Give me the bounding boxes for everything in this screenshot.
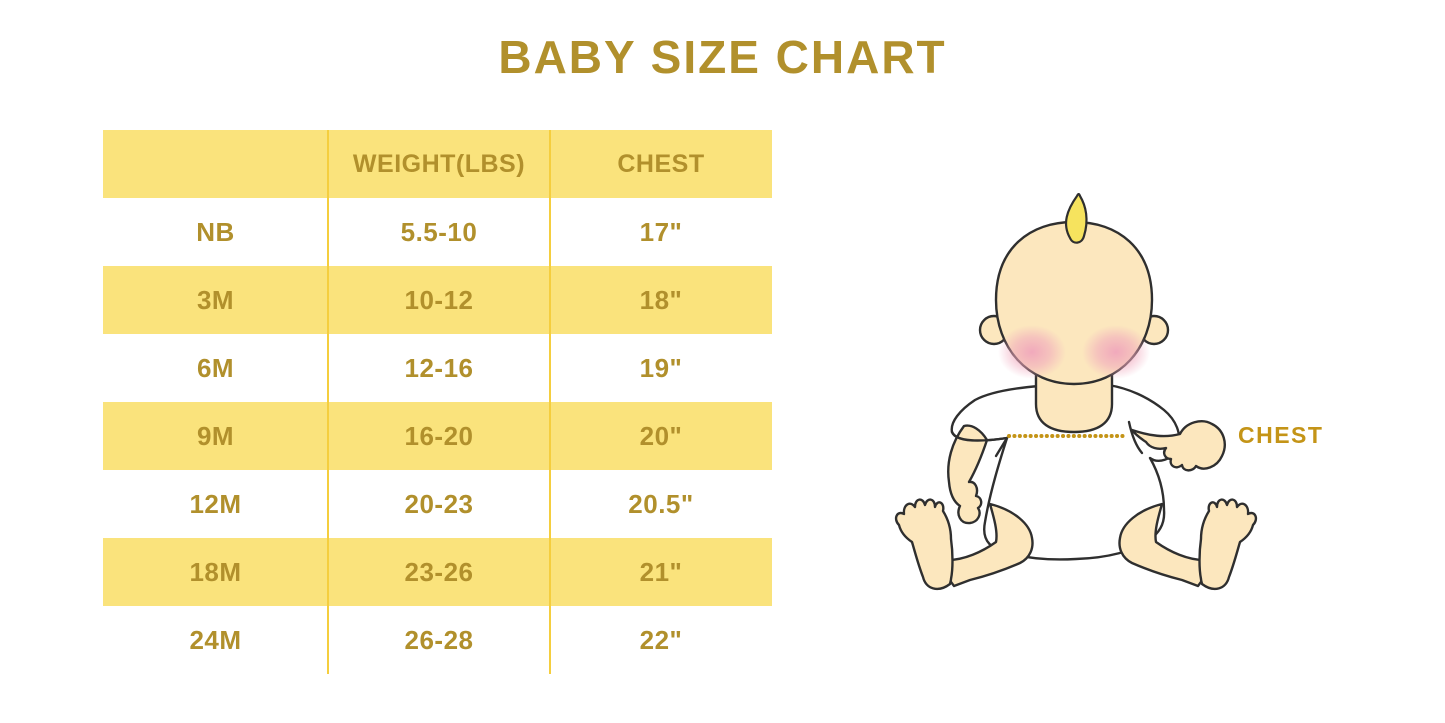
weight-cell: 26-28 <box>404 624 474 655</box>
table-row: 12M 20-23 20.5" <box>103 470 772 538</box>
weight-cell: 20-23 <box>404 488 474 519</box>
baby-leg-right <box>1118 502 1208 588</box>
table-header-row: WEIGHT(LBS) CHEST <box>103 130 772 198</box>
baby-blush-right <box>1082 325 1150 379</box>
baby-leg-left <box>944 502 1034 588</box>
table-row: 9M 16-20 20" <box>103 402 772 470</box>
baby-arm-right <box>1130 420 1226 472</box>
column-header-chest: CHEST <box>617 149 705 178</box>
chest-label: CHEST <box>1238 422 1324 448</box>
table-row: 6M 12-16 19" <box>103 334 772 402</box>
weight-cell: 5.5-10 <box>400 216 478 247</box>
size-cell: 3M <box>196 284 235 315</box>
baby-hair-curl <box>1064 193 1088 244</box>
size-cell: NB <box>196 216 235 247</box>
armpit-fold-line <box>994 436 1009 458</box>
chest-cell: 19" <box>639 352 683 383</box>
size-cell: 9M <box>196 420 235 451</box>
column-header-weight: WEIGHT(LBS) <box>352 149 526 178</box>
weight-cell: 12-16 <box>404 352 474 383</box>
sleeve-edge-right <box>1127 420 1144 455</box>
baby-blush-left <box>998 325 1066 379</box>
chest-cell: 20" <box>639 420 683 451</box>
baby-foot-left <box>894 498 954 591</box>
chest-cell: 21" <box>639 556 683 587</box>
chest-cell: 20.5" <box>628 488 694 519</box>
size-table: WEIGHT(LBS) CHEST NB 5.5-10 17" 3M 10-12… <box>103 130 772 674</box>
page-title: BABY SIZE CHART <box>498 31 947 83</box>
weight-cell: 16-20 <box>404 420 474 451</box>
size-cell: 18M <box>189 556 242 587</box>
table-row: NB 5.5-10 17" <box>103 198 772 266</box>
size-cell: 24M <box>189 624 242 655</box>
column-divider <box>549 130 551 674</box>
column-divider <box>327 130 329 674</box>
weight-cell: 10-12 <box>404 284 474 315</box>
size-cell: 6M <box>196 352 235 383</box>
baby-illustration <box>880 180 1360 620</box>
table-row: 3M 10-12 18" <box>103 266 772 334</box>
table-row: 24M 26-28 22" <box>103 606 772 674</box>
baby-foot-right <box>1198 498 1258 591</box>
size-cell: 12M <box>189 488 242 519</box>
baby-illustration-svg <box>894 193 1258 591</box>
weight-cell: 23-26 <box>404 556 474 587</box>
sleeve-edge-left <box>950 430 1009 442</box>
baby-arm-left <box>947 424 989 525</box>
table-row: 18M 23-26 21" <box>103 538 772 606</box>
chest-cell: 18" <box>639 284 683 315</box>
chest-cell: 17" <box>639 216 683 247</box>
chest-cell: 22" <box>639 624 683 655</box>
